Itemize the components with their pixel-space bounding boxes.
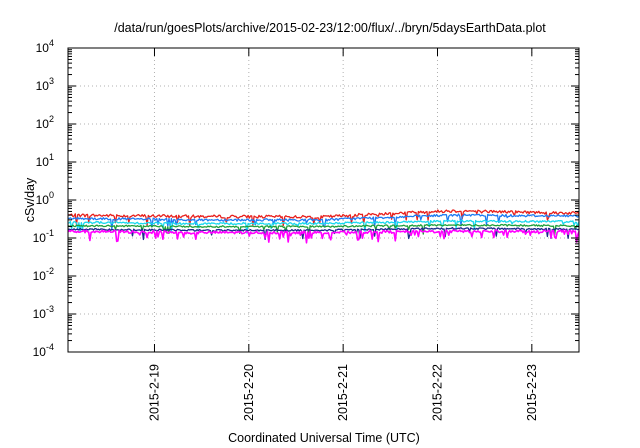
series-line-4	[67, 223, 580, 237]
series-line-3	[67, 219, 580, 234]
y-axis-label: cSv/day	[23, 177, 37, 222]
x-tick-label: 2015-2-19	[147, 364, 161, 421]
y-axis: 10-4 10-3 10-2 10-1 100 101 102 103 104	[33, 38, 579, 359]
x-tick-label: 2015-2-21	[336, 364, 350, 421]
grid	[68, 48, 579, 352]
chart-title: /data/run/goesPlots/archive/2015-02-23/1…	[114, 21, 546, 35]
x-tick-label: 2015-2-22	[430, 364, 444, 421]
y-tick-label: 10-4	[33, 342, 54, 359]
x-axis-label: Coordinated Universal Time (UTC)	[228, 431, 420, 445]
y-tick-label: 10-2	[33, 266, 54, 283]
y-tick-label: 100	[36, 190, 54, 207]
x-axis: 2015-2-19 2015-2-20 2015-2-21 2015-2-22 2015…	[147, 48, 539, 421]
y-tick-label: 104	[36, 38, 54, 55]
y-tick-label: 10-1	[33, 228, 54, 245]
y-tick-label: 102	[36, 114, 54, 131]
series-line-6	[67, 229, 580, 244]
data-series	[67, 209, 580, 244]
x-tick-label: 2015-2-20	[242, 364, 256, 421]
y-tick-label: 10-3	[33, 304, 54, 321]
y-tick-label: 103	[36, 76, 54, 93]
y-tick-label: 101	[36, 152, 54, 169]
x-tick-label: 2015-2-23	[525, 364, 539, 421]
series-line-1	[67, 209, 580, 227]
